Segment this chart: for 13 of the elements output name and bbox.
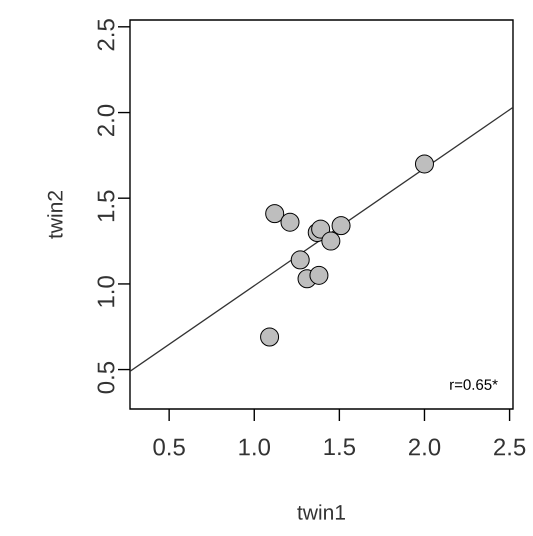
x-tick-label: 0.5 xyxy=(153,438,185,456)
y-tick-label: 1.0 xyxy=(97,276,114,307)
annotation: r=0.65* xyxy=(450,379,498,390)
y-tick-label: 2.0 xyxy=(97,104,114,136)
y-axis-title: twin2 xyxy=(47,191,63,239)
x-axis-title: twin1 xyxy=(297,504,345,520)
x-tick-label: 1.5 xyxy=(324,438,356,456)
x-tick-label: 1.0 xyxy=(239,438,270,456)
x-tick-label: 2.5 xyxy=(494,438,526,456)
x-tick-label: 2.0 xyxy=(409,438,440,456)
y-tick-label: 0.5 xyxy=(97,362,114,394)
y-tick-label: 1.5 xyxy=(98,190,114,222)
y-tick-label: 2.5 xyxy=(97,19,114,50)
